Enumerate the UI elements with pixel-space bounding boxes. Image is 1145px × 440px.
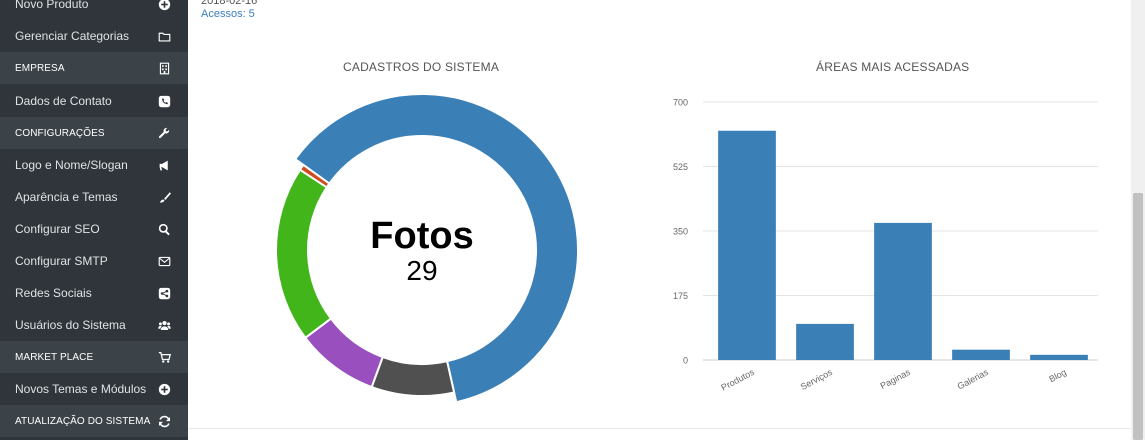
sidebar-item-label: Usuários do Sistema [15,318,126,332]
paintbrush-icon [156,189,172,205]
sidebar-section-header[interactable]: EMPRESA [0,52,188,84]
sidebar-item[interactable]: Redes Sociais [0,277,188,309]
bar[interactable] [952,349,1010,360]
share-square-icon [156,285,172,301]
x-tick-label: Galerias [956,367,991,392]
y-tick-label: 350 [673,227,688,237]
donut-center-value: 29 [406,255,437,286]
sidebar-item-label: Configurar SEO [15,222,100,236]
phone-square-icon [156,93,172,109]
wrench-icon [156,125,172,141]
sidebar-section-header[interactable]: CONFIGURAÇÕES [0,117,188,149]
bar-chart-title: ÁREAS MAIS ACESSADAS [816,60,970,74]
sidebar-item-label: MARKET PLACE [15,351,94,363]
sidebar-item-label: Novo Produto [15,0,89,11]
x-tick-label: Blog [1047,367,1068,384]
sidebar-item[interactable]: Novos Temas e Módulos [0,373,188,405]
access-count-link[interactable]: Acessos: 5 [201,8,255,20]
bar[interactable] [874,222,932,360]
sidebar-item-label: CONFIGURAÇÕES [15,127,105,139]
x-tick-label: Serviços [799,367,835,392]
sidebar-item[interactable]: Gerenciar Categorias [0,20,188,52]
refresh-icon [156,413,172,429]
plus-circle-icon [156,0,172,12]
sidebar-item-label: Novos Temas e Módulos [15,382,147,396]
folder-icon [156,28,172,44]
donut-slice[interactable] [293,93,579,404]
sidebar-item[interactable]: Aparência e Temas [0,181,188,213]
y-tick-label: 0 [683,356,688,366]
bar-chart: 0 175 350 525 700 Produtos Serviços Paginas Gale… [668,85,1108,415]
sidebar-item-label: Aparência e Temas [15,190,118,204]
y-tick-label: 700 [673,98,688,108]
sidebar-item-label: Configurar SMTP [15,254,108,268]
bullhorn-icon [156,157,172,173]
divider [188,428,1131,429]
sidebar-section-header[interactable]: ATUALIZAÇÃO DO SISTEMA [0,405,188,437]
bar[interactable] [718,130,776,360]
sidebar-item[interactable]: Dados de Contato [0,85,188,117]
sidebar-item[interactable]: Logo e Nome/Slogan [0,149,188,181]
building-icon [156,60,172,76]
donut-center-label: Fotos [370,215,473,257]
sidebar-item-label: Dados de Contato [15,94,112,108]
scrollbar-thumb[interactable] [1133,193,1143,440]
sidebar-section-header[interactable]: MARKET PLACE [0,341,188,373]
sidebar-item-label: EMPRESA [15,62,65,74]
sidebar: Novo Produto Gerenciar Categorias EMPRESA D… [0,0,188,440]
donut-hole [312,140,532,360]
donut-chart-title: CADASTROS DO SISTEMA [343,60,500,74]
date-text: 2018-02-16 [201,0,258,7]
sidebar-item-label: Gerenciar Categorias [15,29,130,43]
y-tick-label: 175 [673,291,688,301]
sidebar-item-label: Logo e Nome/Slogan [15,158,128,172]
search-icon [156,221,172,237]
envelope-icon [156,253,172,269]
bar[interactable] [1030,354,1088,360]
sidebar-item-label: Redes Sociais [15,286,92,300]
bar[interactable] [796,323,854,360]
sidebar-item-label: ATUALIZAÇÃO DO SISTEMA [15,415,151,427]
y-tick-label: 525 [673,162,688,172]
donut-slice[interactable] [298,163,331,189]
sidebar-item[interactable]: Configurar SMTP [0,245,188,277]
x-tick-label: Produtos [719,367,756,393]
x-tick-label: Paginas [879,367,913,391]
donut-slice[interactable] [370,355,456,397]
users-icon [156,317,172,333]
cart-icon [156,349,172,365]
sidebar-item[interactable]: Usuários do Sistema [0,309,188,341]
plus-circle-icon [156,381,172,397]
sidebar-item[interactable]: Novo Produto [0,0,188,20]
donut-chart: Fotos 29 [263,91,581,409]
sidebar-item[interactable]: Configurar SEO [0,213,188,245]
main-content: 2018-02-16 Acessos: 5 CADASTROS DO SISTE… [188,0,1131,440]
